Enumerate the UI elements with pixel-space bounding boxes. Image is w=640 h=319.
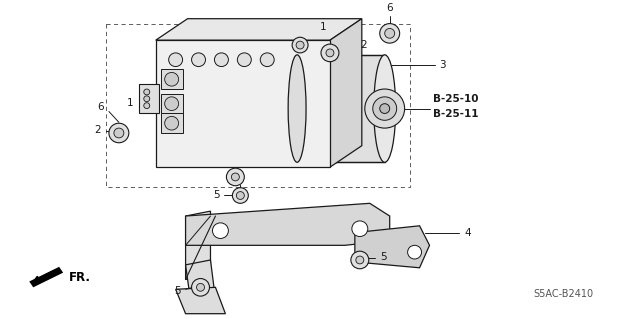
Polygon shape <box>330 19 362 167</box>
Circle shape <box>191 278 209 296</box>
Circle shape <box>109 123 129 143</box>
Text: 1: 1 <box>320 21 326 32</box>
Circle shape <box>144 89 150 95</box>
Circle shape <box>191 53 205 67</box>
Circle shape <box>356 256 364 264</box>
Text: 5: 5 <box>380 252 387 262</box>
Circle shape <box>164 72 179 86</box>
Circle shape <box>164 97 179 110</box>
Circle shape <box>232 188 248 203</box>
Circle shape <box>380 104 390 114</box>
Circle shape <box>114 128 124 138</box>
Circle shape <box>260 53 274 67</box>
Text: B-25-10
B-25-11: B-25-10 B-25-11 <box>433 94 478 119</box>
Circle shape <box>144 96 150 102</box>
Polygon shape <box>29 267 63 287</box>
Text: 5: 5 <box>213 189 220 199</box>
Circle shape <box>227 168 244 186</box>
Circle shape <box>321 44 339 62</box>
Polygon shape <box>297 55 385 162</box>
Text: 1: 1 <box>127 98 134 108</box>
Polygon shape <box>186 211 211 279</box>
Text: 5: 5 <box>174 286 180 296</box>
Polygon shape <box>175 287 225 314</box>
Circle shape <box>385 28 395 38</box>
Bar <box>106 24 410 187</box>
Circle shape <box>372 97 397 120</box>
Circle shape <box>380 24 399 43</box>
Polygon shape <box>139 84 159 114</box>
Text: 4: 4 <box>465 228 471 238</box>
Circle shape <box>237 53 252 67</box>
Text: S5AC-B2410: S5AC-B2410 <box>534 289 594 299</box>
Text: 6: 6 <box>387 3 393 13</box>
Circle shape <box>351 251 369 269</box>
Circle shape <box>296 41 304 49</box>
Bar <box>156 40 330 167</box>
Circle shape <box>365 89 404 128</box>
Bar <box>161 114 182 133</box>
Ellipse shape <box>374 55 396 162</box>
Circle shape <box>169 53 182 67</box>
Circle shape <box>212 223 228 239</box>
Text: 2: 2 <box>94 125 101 135</box>
Polygon shape <box>355 226 429 268</box>
Circle shape <box>292 37 308 53</box>
Circle shape <box>214 53 228 67</box>
Circle shape <box>144 103 150 108</box>
Text: 6: 6 <box>97 102 104 112</box>
Circle shape <box>326 49 334 57</box>
Circle shape <box>232 173 239 181</box>
Polygon shape <box>156 19 362 40</box>
Ellipse shape <box>288 55 306 162</box>
Text: 2: 2 <box>360 40 367 50</box>
Circle shape <box>164 116 179 130</box>
Text: FR.: FR. <box>69 271 91 284</box>
Circle shape <box>408 245 422 259</box>
Circle shape <box>352 221 368 236</box>
Circle shape <box>196 283 205 291</box>
Polygon shape <box>186 260 216 301</box>
Bar <box>161 70 182 89</box>
Text: 3: 3 <box>440 60 446 70</box>
Bar <box>161 94 182 114</box>
Circle shape <box>236 192 244 199</box>
Polygon shape <box>186 203 390 245</box>
